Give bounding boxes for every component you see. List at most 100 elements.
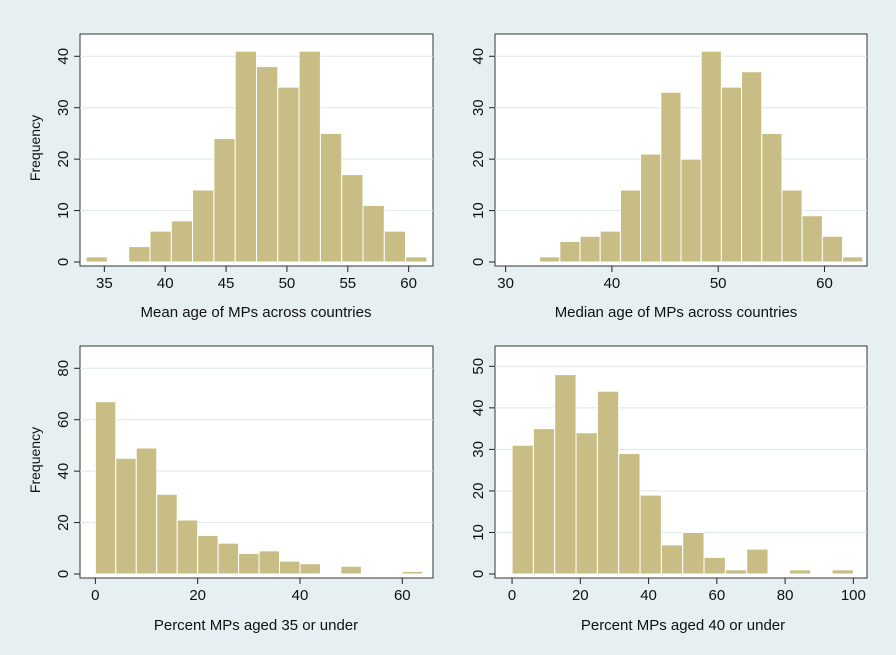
y-tick-label: 20 xyxy=(470,151,487,168)
y-tick-label: 30 xyxy=(470,99,487,116)
y-tick-label: 40 xyxy=(470,400,487,417)
y-tick-label: 0 xyxy=(470,570,487,578)
histogram-bar xyxy=(660,91,682,263)
bars xyxy=(85,50,428,263)
y-tick-label: 30 xyxy=(470,441,487,458)
x-tick-label: 60 xyxy=(708,587,725,604)
x-tick-label: 40 xyxy=(640,587,657,604)
histogram-bar xyxy=(746,548,769,575)
histogram-bar xyxy=(660,544,684,575)
histogram-bar xyxy=(781,189,803,263)
histogram-bar xyxy=(299,563,321,575)
y-tick-label: 20 xyxy=(470,483,487,500)
histogram-bar xyxy=(279,560,301,575)
y-tick-label: 40 xyxy=(55,463,72,480)
histogram-bar xyxy=(405,256,428,263)
histogram-bar xyxy=(680,158,702,263)
x-tick-label: 55 xyxy=(339,275,356,292)
histogram-bar xyxy=(639,494,662,575)
x-tick-label: 60 xyxy=(394,587,411,604)
y-tick-label: 10 xyxy=(470,202,487,219)
histogram-bar xyxy=(238,552,260,575)
histogram-bar xyxy=(842,256,864,263)
x-tick-label: 20 xyxy=(189,587,206,604)
y-tick-label: 40 xyxy=(470,48,487,65)
histogram-bar xyxy=(700,50,722,263)
histogram-bar xyxy=(341,174,364,263)
histogram-bar xyxy=(213,138,236,263)
histogram-bar xyxy=(234,50,257,263)
x-axis-label: Median age of MPs across countries xyxy=(555,304,798,321)
x-axis-ticks: 30 40 50 60 xyxy=(497,266,833,292)
histogram-bar xyxy=(575,432,598,575)
y-axis-ticks: 0 20 40 60 80 xyxy=(55,360,80,578)
histogram-bar xyxy=(176,519,199,575)
panel-percent-40-under: 0 20 40 60 80 100 0 10 20 30 40 50 Percent MPs age… xyxy=(470,345,868,634)
y-axis-ticks: 0 10 20 30 40 xyxy=(55,48,80,266)
histogram-bar xyxy=(256,66,279,263)
histogram-bar xyxy=(532,428,556,575)
histogram-bar xyxy=(599,230,621,263)
histogram-bar xyxy=(401,570,424,575)
histogram-bar xyxy=(554,374,577,575)
histogram-bar xyxy=(128,246,151,263)
x-tick-label: 35 xyxy=(96,275,113,292)
panel-mean-age: 35 40 45 50 55 60 0 10 20 30 40 Mean age of MPs a… xyxy=(27,33,434,321)
y-tick-label: 50 xyxy=(470,358,487,375)
x-tick-label: 40 xyxy=(157,275,174,292)
y-tick-label: 0 xyxy=(55,258,72,266)
histogram-bar xyxy=(149,230,172,263)
x-axis-label: Percent MPs aged 40 or under xyxy=(581,617,785,634)
x-tick-label: 40 xyxy=(292,587,309,604)
x-tick-label: 60 xyxy=(816,275,833,292)
y-tick-label: 30 xyxy=(55,99,72,116)
histogram-bar xyxy=(258,550,281,575)
histogram-bar xyxy=(319,132,343,263)
histogram-bar xyxy=(277,86,300,263)
x-tick-label: 0 xyxy=(508,587,516,604)
bars xyxy=(94,401,424,575)
y-tick-label: 10 xyxy=(55,202,72,219)
histogram-bar xyxy=(539,256,561,263)
histogram-bar xyxy=(618,453,641,575)
x-tick-label: 40 xyxy=(604,275,621,292)
x-tick-label: 100 xyxy=(841,587,866,604)
histogram-bar xyxy=(298,50,321,263)
x-tick-label: 30 xyxy=(497,275,514,292)
histogram-bar xyxy=(94,401,117,575)
histogram-bar xyxy=(340,565,362,575)
histogram-bar xyxy=(724,569,748,575)
histogram-bar xyxy=(217,542,240,575)
histogram-bar xyxy=(192,189,215,263)
y-tick-label: 40 xyxy=(55,48,72,65)
panel-median-age: 30 40 50 60 0 10 20 30 40 Median age of MPs acr… xyxy=(470,33,868,321)
histogram-bar xyxy=(383,230,407,263)
y-axis-ticks: 0 10 20 30 40 50 xyxy=(470,358,495,578)
y-tick-label: 20 xyxy=(55,514,72,531)
y-axis-ticks: 0 10 20 30 40 xyxy=(470,48,495,266)
histogram-bar xyxy=(619,189,642,263)
x-axis-label: Mean age of MPs across countries xyxy=(141,304,372,321)
x-tick-label: 80 xyxy=(777,587,794,604)
x-tick-label: 50 xyxy=(710,275,727,292)
x-axis-label: Percent MPs aged 35 or under xyxy=(154,617,358,634)
histogram-bar xyxy=(170,220,194,263)
histogram-bar xyxy=(761,132,783,263)
histogram-bar xyxy=(511,444,534,575)
x-tick-label: 0 xyxy=(91,587,99,604)
histogram-bar xyxy=(362,204,385,263)
x-tick-label: 45 xyxy=(218,275,235,292)
x-tick-label: 50 xyxy=(279,275,296,292)
y-axis-label: Frequency xyxy=(27,115,43,181)
histogram-bar xyxy=(703,556,726,575)
bars xyxy=(511,374,854,575)
histogram-bar xyxy=(197,534,219,575)
histogram-bar xyxy=(596,390,620,575)
histogram-bar xyxy=(135,447,158,575)
y-tick-label: 60 xyxy=(55,411,72,428)
x-tick-label: 20 xyxy=(572,587,589,604)
y-tick-label: 80 xyxy=(55,360,72,377)
histogram-bar xyxy=(156,493,178,575)
histogram-bar xyxy=(559,240,581,263)
